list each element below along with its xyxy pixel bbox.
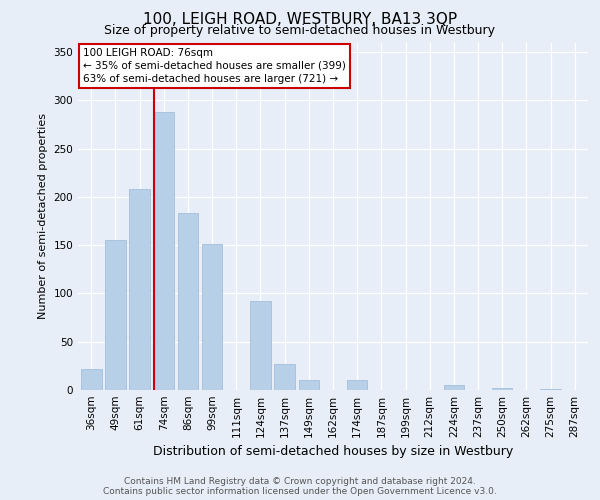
Bar	[178, 214, 198, 390]
Bar	[130, 189, 150, 390]
Text: 100 LEIGH ROAD: 76sqm
← 35% of semi-detached houses are smaller (399)
63% of sem: 100 LEIGH ROAD: 76sqm ← 35% of semi-deta…	[83, 48, 346, 84]
Bar	[154, 112, 174, 390]
Text: Contains HM Land Registry data © Crown copyright and database right 2024.
Contai: Contains HM Land Registry data © Crown c…	[103, 476, 497, 496]
Bar	[299, 380, 319, 390]
Text: 100, LEIGH ROAD, WESTBURY, BA13 3QP: 100, LEIGH ROAD, WESTBURY, BA13 3QP	[143, 12, 457, 26]
Text: Size of property relative to semi-detached houses in Westbury: Size of property relative to semi-detach…	[104, 24, 496, 37]
Bar	[443, 385, 464, 390]
Bar	[492, 388, 512, 390]
Y-axis label: Number of semi-detached properties: Number of semi-detached properties	[38, 114, 48, 320]
Bar	[274, 364, 295, 390]
Bar	[105, 240, 126, 390]
X-axis label: Distribution of semi-detached houses by size in Westbury: Distribution of semi-detached houses by …	[153, 446, 513, 458]
Bar	[347, 380, 367, 390]
Bar	[202, 244, 223, 390]
Bar	[81, 369, 101, 390]
Bar	[540, 389, 561, 390]
Bar	[250, 301, 271, 390]
